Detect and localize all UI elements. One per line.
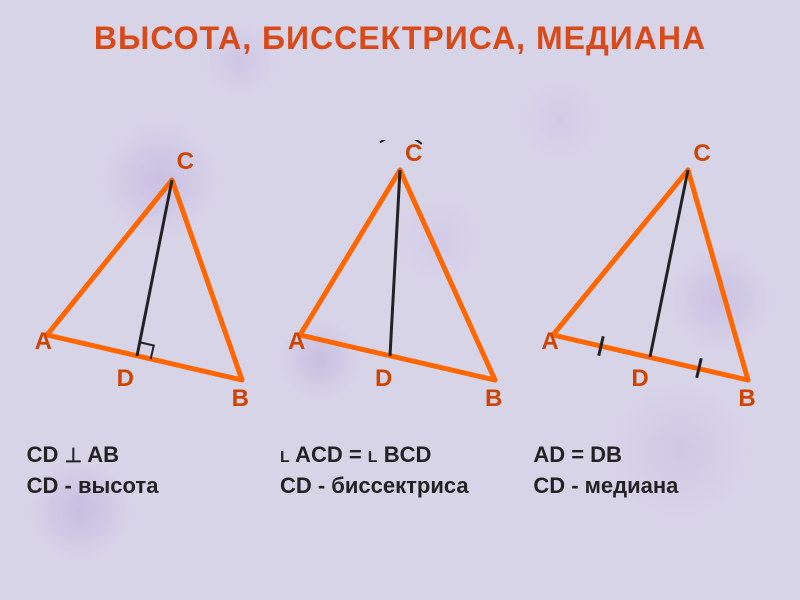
perp-symbol: ⊥ [65,445,82,467]
bisector-svg [280,140,520,400]
cap-line2: CD - биссектриса [280,471,520,502]
vertex-b: B [232,385,249,413]
diagram-row: A B C D A B C D A B C D [0,140,800,400]
angle-l1: L [280,449,290,466]
caption-median: AD = DB CD - медиана [533,440,773,502]
vertex-a: A [541,328,558,356]
cap-seg2: AB [87,442,119,467]
vertex-c: C [405,140,422,168]
altitude-svg [27,140,267,400]
caption-altitude: CD ⊥ AB CD - высота [27,440,267,502]
cap-line2: CD - высота [27,471,267,502]
diagram-altitude: A B C D [27,140,267,400]
median-svg [533,140,773,400]
vertex-d: D [375,365,392,393]
vertex-c: C [693,140,710,168]
cap-acd: ACD = [290,442,368,467]
caption-bisector: L ACD = L BCD CD - биссектриса [280,440,520,502]
cap-line2: CD - медиана [533,471,773,502]
caption-row: CD ⊥ AB CD - высота L ACD = L BCD CD - б… [0,440,800,502]
cap-bcd: BCD [378,442,432,467]
vertex-c: C [177,148,194,176]
vertex-d: D [631,365,648,393]
vertex-a: A [288,328,305,356]
page-title: ВЫСОТА, БИССЕКТРИСА, МЕДИАНА [94,20,706,57]
diagram-bisector: A B C D [280,140,520,400]
cap-line1: AD = DB [533,440,773,471]
vertex-a: A [35,328,52,356]
cap-seg: CD [27,442,59,467]
vertex-b: B [738,385,755,413]
angle-l2: L [368,449,378,466]
diagram-median: A B C D [533,140,773,400]
vertex-d: D [117,365,134,393]
vertex-b: B [485,385,502,413]
